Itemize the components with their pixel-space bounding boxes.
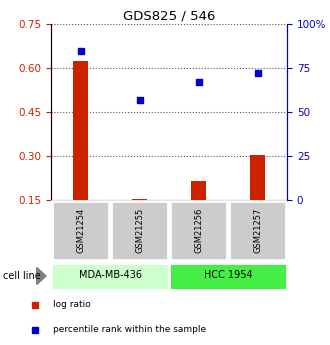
Bar [111,201,168,260]
Bar [191,181,206,200]
Bar [52,201,109,260]
Bar [73,61,88,200]
Bar [51,263,169,290]
Bar [169,263,287,290]
Point [196,79,201,85]
Text: MDA-MB-436: MDA-MB-436 [79,270,142,280]
Point [78,48,83,53]
Point [137,97,142,102]
Point [255,71,260,76]
Text: HCC 1954: HCC 1954 [204,270,252,280]
Text: GSM21255: GSM21255 [135,208,144,253]
Bar [132,199,147,200]
Text: cell line: cell line [3,271,41,281]
Bar [229,201,286,260]
Title: GDS825 / 546: GDS825 / 546 [123,10,215,23]
Text: GSM21254: GSM21254 [76,208,85,253]
Bar [170,201,227,260]
Bar [250,155,265,200]
FancyArrow shape [37,267,46,285]
Text: percentile rank within the sample: percentile rank within the sample [53,325,206,334]
Text: log ratio: log ratio [53,300,91,309]
Text: GSM21256: GSM21256 [194,208,203,253]
Text: GSM21257: GSM21257 [253,208,262,253]
